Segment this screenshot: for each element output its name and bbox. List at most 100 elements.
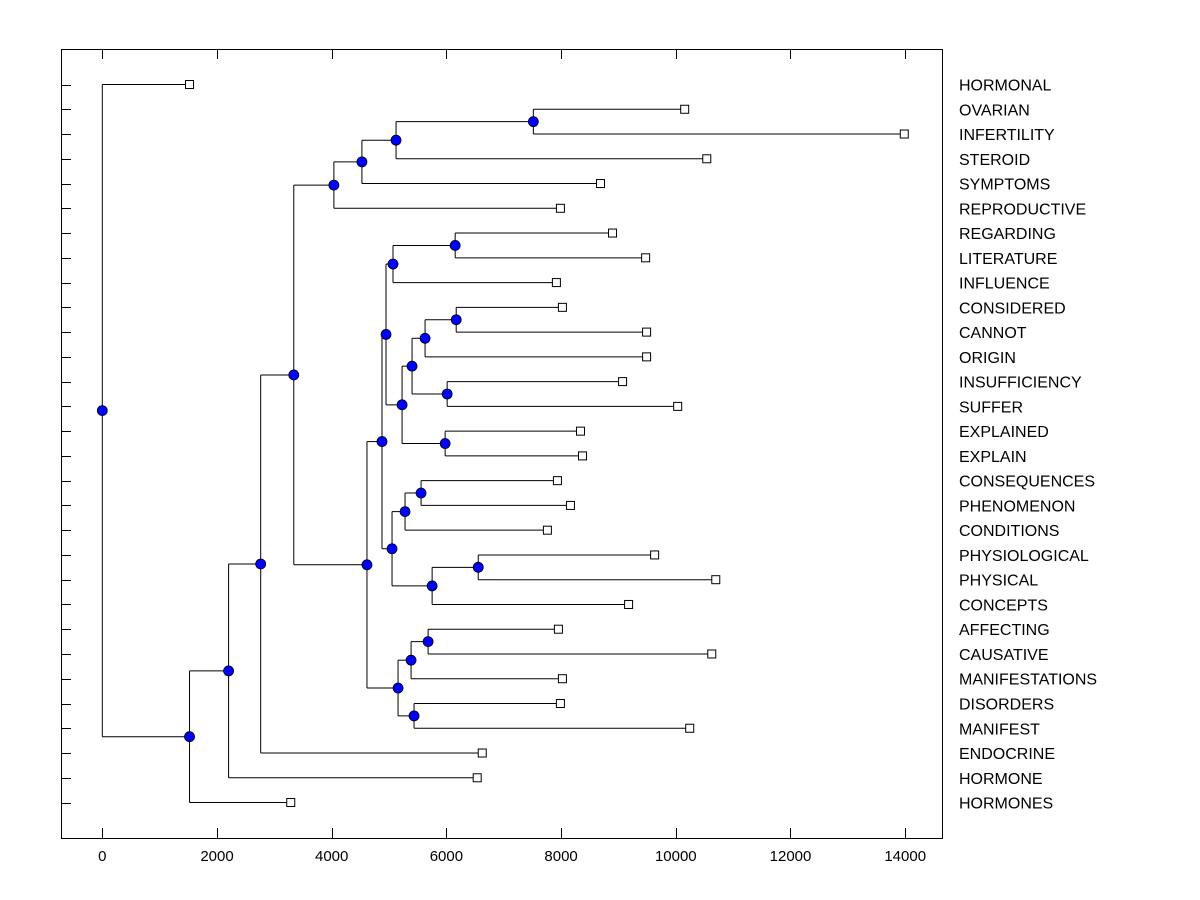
leaf-node-symptoms: [595, 179, 605, 189]
leaf-label: PHENOMENON: [959, 498, 1075, 515]
cluster-node: [408, 710, 420, 722]
cluster-node: [288, 369, 300, 381]
x-tick-label: 6000: [430, 848, 463, 865]
leaf-node-affecting: [553, 624, 563, 634]
cluster-node: [255, 558, 267, 570]
leaf-node-manifestations: [557, 674, 567, 684]
cluster-node: [328, 179, 340, 191]
cluster-node: [387, 258, 399, 270]
leaf-label: CONCEPTS: [959, 597, 1048, 614]
cluster-node: [422, 636, 434, 647]
cluster-node: [399, 506, 411, 518]
leaf-label: INSUFFICIENCY: [959, 375, 1082, 392]
leaf-node-literature: [641, 253, 651, 263]
x-tick-label: 4000: [315, 848, 348, 865]
x-tick-label: 10000: [655, 848, 697, 865]
leaf-labels: HORMONAL OVARIAN INFERTILITY STEROID SYMPTOM…: [959, 78, 1097, 813]
leaf-label: EXPLAIN: [959, 449, 1027, 466]
leaf-node-manifest: [685, 723, 695, 733]
leaf-node-origin: [642, 352, 652, 362]
leaf-label: INFLUENCE: [959, 276, 1050, 293]
leaf-node-hormonal: [185, 80, 195, 89]
leaf-node-steroid: [702, 154, 712, 164]
leaf-label: REGARDING: [959, 226, 1056, 243]
leaf-node-infertility: [899, 129, 909, 139]
leaf-label: MANIFESTATIONS: [959, 672, 1097, 689]
cluster-node: [184, 731, 195, 743]
cluster-node: [361, 559, 373, 571]
leaf-label: PHYSICAL: [959, 573, 1038, 590]
cluster-node: [450, 314, 462, 326]
x-tick-label: 12000: [770, 848, 812, 865]
leaf-node-insufficiency: [618, 377, 628, 387]
leaf-node-hormones: [286, 798, 296, 808]
leaf-label: STEROID: [959, 152, 1030, 169]
leaf-node-physical: [711, 575, 721, 585]
leaf-node-hormone: [472, 773, 482, 783]
x-tick-label: 0: [98, 848, 106, 865]
cluster-node: [449, 240, 461, 251]
leaf-label: OVARIAN: [959, 102, 1030, 119]
leaf-label: HORMONE: [959, 771, 1043, 788]
leaf-label: CAUSATIVE: [959, 647, 1049, 664]
cluster-node: [390, 134, 402, 146]
leaf-label: MANIFEST: [959, 721, 1040, 738]
leaf-label: PHYSIOLOGICAL: [959, 548, 1089, 565]
leaf-label: SYMPTOMS: [959, 177, 1050, 194]
cluster-node: [439, 438, 451, 449]
leaf-node-consequences: [552, 476, 562, 486]
leaf-label: CONSIDERED: [959, 300, 1066, 317]
x-tick-label: 2000: [200, 848, 233, 865]
cluster-node: [415, 487, 427, 499]
cluster-node: [405, 654, 417, 666]
x-tick-label: 8000: [544, 848, 577, 865]
cluster-node: [376, 436, 388, 447]
cluster-node: [392, 682, 404, 694]
leaf-node-physiological: [650, 550, 660, 560]
leaf-node-conditions: [542, 525, 552, 535]
leaf-label: ENDOCRINE: [959, 746, 1055, 763]
leaf-node-explained: [575, 426, 585, 436]
leaf-label: LITERATURE: [959, 251, 1057, 268]
leaf-label: EXPLAINED: [959, 424, 1049, 441]
leaf-node-phenomenon: [565, 500, 575, 510]
cluster-node: [426, 580, 438, 592]
dendrogram-links: [101, 84, 905, 804]
plot-frame: [61, 49, 943, 839]
cluster-node: [406, 360, 418, 372]
leaf-node-concepts: [624, 599, 634, 609]
leaf-label: SUFFER: [959, 399, 1023, 416]
leaf-node-regarding: [608, 228, 618, 238]
leaf-label: REPRODUCTIVE: [959, 201, 1086, 218]
leaf-node-endocrine: [477, 748, 487, 758]
x-tick-label: 14000: [884, 848, 926, 865]
cluster-node: [527, 116, 539, 128]
leaf-label: DISORDERS: [959, 697, 1054, 714]
leaf-node-ovarian: [680, 104, 690, 114]
leaf-node-reproductive: [555, 203, 565, 213]
leaf-node-disorders: [555, 699, 565, 708]
leaf-node-cannot: [642, 327, 652, 337]
cluster-node: [472, 561, 484, 573]
leaf-label: CONSEQUENCES: [959, 474, 1095, 491]
leaf-label: CONDITIONS: [959, 523, 1059, 540]
dendrogram-nodes: [96, 80, 909, 808]
leaf-label: AFFECTING: [959, 622, 1050, 639]
leaf-label: ORIGIN: [959, 350, 1016, 367]
cluster-node: [419, 332, 431, 344]
leaf-node-considered: [557, 302, 567, 312]
cluster-node: [386, 543, 398, 555]
leaf-label: HORMONAL: [959, 78, 1052, 95]
cluster-node: [380, 329, 392, 340]
axis-ticks: 0 2000 4000 6000 8000 10000 12000 14000: [61, 49, 926, 865]
cluster-node: [96, 405, 108, 417]
cluster-node: [396, 399, 408, 411]
cluster-node: [223, 665, 234, 677]
cluster-node: [356, 156, 368, 168]
leaf-node-influence: [551, 278, 561, 288]
leaf-label: CANNOT: [959, 325, 1027, 342]
leaf-label: INFERTILITY: [959, 127, 1055, 144]
cluster-node: [441, 388, 453, 400]
leaf-node-explain: [577, 451, 587, 461]
